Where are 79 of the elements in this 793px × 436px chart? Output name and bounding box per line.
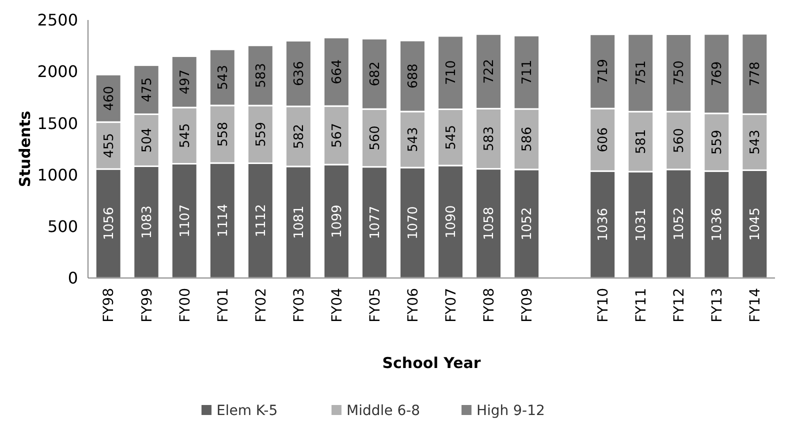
data-label: 543 (748, 130, 764, 155)
y-axis-title: Students (16, 110, 34, 188)
data-label: 560 (672, 128, 688, 153)
data-label: 1036 (710, 208, 726, 242)
x-tick-label: FY12 (672, 288, 688, 322)
data-label: 583 (254, 63, 269, 88)
x-tick-label: FY01 (215, 288, 232, 322)
x-tick-label: FY13 (710, 288, 726, 322)
x-tick-label: FY10 (595, 288, 612, 322)
data-label: 497 (178, 69, 193, 94)
data-label: 1031 (634, 208, 650, 242)
x-tick-label: FY02 (253, 288, 270, 322)
data-label: 1090 (444, 205, 460, 238)
data-label: 545 (178, 123, 193, 148)
x-tick-label: FY04 (329, 288, 346, 322)
data-label: 1036 (596, 208, 612, 242)
y-tick-label: 1500 (37, 114, 78, 133)
data-label: 664 (330, 59, 346, 84)
x-tick-label: FY11 (634, 288, 650, 322)
data-label: 543 (216, 65, 231, 90)
data-label: 688 (406, 64, 422, 88)
data-label: 711 (520, 60, 536, 85)
data-label: 1052 (520, 207, 536, 240)
data-label: 559 (710, 130, 726, 155)
data-label: 586 (520, 126, 536, 152)
data-label: 582 (292, 124, 307, 149)
x-tick-label: FY98 (101, 288, 118, 322)
data-label: 750 (672, 60, 688, 86)
data-label: 545 (444, 124, 460, 150)
x-tick-label: FY07 (443, 288, 460, 322)
data-label: 567 (330, 122, 346, 148)
data-label: 559 (254, 122, 269, 147)
x-tick-label: FY99 (139, 288, 156, 322)
data-label: 504 (140, 128, 155, 153)
data-label: 1112 (254, 204, 269, 238)
data-label: 460 (102, 86, 117, 111)
y-tick-label: 2000 (37, 62, 78, 82)
data-label: 455 (102, 133, 117, 158)
legend-label: High 9-12 (476, 402, 545, 419)
x-tick-label: FY03 (291, 288, 308, 322)
data-label: 1077 (368, 206, 384, 239)
x-tick-label: FY00 (177, 288, 194, 322)
data-label: 1083 (140, 206, 155, 239)
data-label: 543 (406, 127, 422, 152)
data-label: 778 (748, 62, 764, 86)
y-tick-label: 0 (68, 268, 78, 288)
data-label: 1058 (482, 206, 498, 240)
data-label: 475 (140, 77, 155, 102)
data-label: 1070 (406, 206, 422, 240)
data-label: 560 (368, 126, 384, 150)
data-label: 682 (368, 61, 384, 86)
data-label: 583 (482, 126, 498, 152)
data-label: 636 (292, 61, 307, 86)
data-label: 558 (216, 122, 231, 147)
data-label: 751 (634, 60, 650, 86)
x-tick-label: FY06 (405, 288, 422, 322)
x-axis-title: School Year (382, 354, 482, 372)
x-tick-label: FY08 (481, 288, 498, 322)
x-tick-label: FY14 (748, 288, 764, 322)
data-label: 1107 (178, 204, 193, 238)
data-label: 1056 (102, 206, 117, 240)
data-label: 719 (596, 59, 612, 84)
x-tick-label: FY09 (519, 288, 536, 322)
x-tick-label: FY05 (367, 288, 384, 322)
y-tick-label: 500 (47, 217, 78, 236)
data-label: 769 (710, 61, 726, 86)
y-tick-label: 1000 (37, 165, 78, 184)
data-label: 1045 (748, 208, 764, 241)
data-label: 1052 (672, 207, 688, 240)
data-label: 710 (444, 60, 460, 86)
data-label: 1099 (330, 204, 346, 238)
data-label: 581 (634, 129, 650, 154)
data-label: 606 (596, 127, 612, 152)
data-label: 1114 (216, 204, 231, 238)
legend-label: Elem K-5 (216, 402, 278, 419)
y-tick-label: 2500 (37, 10, 78, 30)
data-label: 722 (482, 58, 498, 84)
data-label: 1081 (292, 206, 307, 239)
legend-label: Middle 6-8 (346, 402, 420, 419)
